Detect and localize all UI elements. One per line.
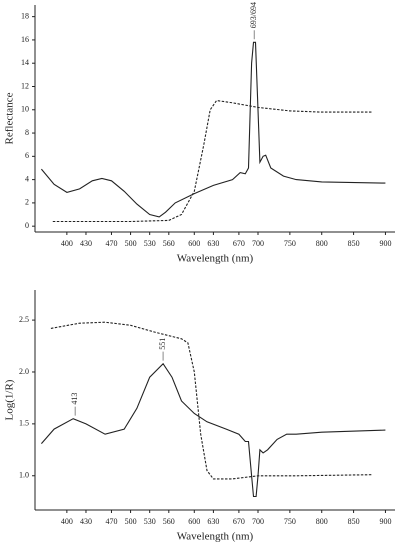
x-tick-label: 670 [233,239,245,248]
annotation: 551 [158,338,167,350]
y-tick-label: 1.0 [19,471,29,480]
x-axis-title: Wavelength (nm) [177,531,254,543]
y-tick-label: 2 [25,198,29,207]
x-tick-label: 400 [61,517,73,526]
x-tick-label: 470 [105,239,117,248]
y-tick-label: 0 [25,221,29,230]
x-tick-label: 900 [379,517,391,526]
y-tick-label: 4 [25,174,29,183]
x-tick-label: 430 [80,239,92,248]
y-axis-title: Reflectance [4,92,16,144]
y-tick-label: 6 [25,151,29,160]
x-tick-label: 800 [316,517,328,526]
y-tick-label: 1.5 [19,419,29,428]
x-tick-label: 850 [348,239,360,248]
data-line [52,99,373,223]
x-tick-label: 750 [284,239,296,248]
y-tick-label: 14 [21,58,29,67]
x-tick-label: 800 [316,239,328,248]
data-line [40,362,386,498]
x-tick-label: 700 [252,239,264,248]
y-tick-label: 2.5 [19,315,29,324]
annotation: 413 [70,393,79,405]
x-tick-label: 700 [252,517,264,526]
y-tick-label: 18 [21,11,29,20]
x-tick-label: 600 [188,517,200,526]
x-tick-label: 750 [284,517,296,526]
y-axis-title: Log(1/R) [4,379,16,420]
x-tick-label: 470 [105,517,117,526]
annotation: 693/694 [249,2,258,28]
x-tick-label: 900 [379,239,391,248]
y-tick-label: 12 [21,81,29,90]
x-tick-label: 670 [233,517,245,526]
data-line [50,321,373,480]
y-tick-label: 16 [21,35,29,44]
y-tick-label: 10 [21,105,29,114]
x-tick-label: 500 [125,517,137,526]
x-tick-label: 430 [80,517,92,526]
data-line [40,41,386,218]
x-tick-label: 560 [163,517,175,526]
y-tick-label: 8 [25,128,29,137]
x-tick-label: 850 [348,517,360,526]
x-tick-label: 530 [144,517,156,526]
x-tick-label: 530 [144,239,156,248]
x-tick-label: 600 [188,239,200,248]
x-tick-label: 630 [207,517,219,526]
x-tick-label: 630 [207,239,219,248]
x-tick-label: 500 [125,239,137,248]
x-axis-title: Wavelength (nm) [177,253,254,265]
x-tick-label: 560 [163,239,175,248]
y-tick-label: 2.0 [19,367,29,376]
x-tick-label: 400 [61,239,73,248]
